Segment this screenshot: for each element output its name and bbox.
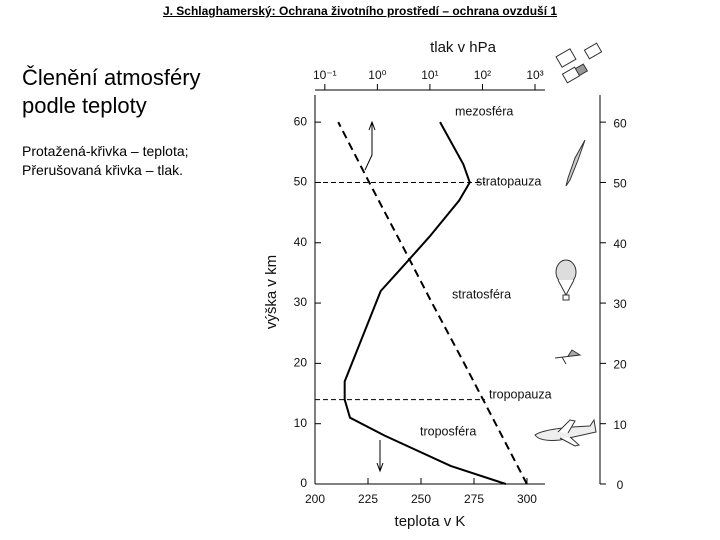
x2-tick-label: 10⁰ [368,68,386,82]
y2-tick-label: 50 [613,177,627,191]
x2-tick-label: 10³ [526,68,543,82]
satellite-icon [555,42,603,84]
y2-tick-label: 40 [613,237,627,251]
y2-tick-label: 0 [617,478,624,492]
x-tick-label: 225 [358,492,378,506]
y-tick-label: 60 [294,114,308,128]
y-label: výška v km [263,255,280,329]
arrows [364,120,384,473]
rocket-icon [565,139,586,187]
arrow [364,122,373,171]
arrow [368,120,376,131]
y2-tick-label: 20 [613,358,627,372]
y-tick-label: 20 [294,356,308,370]
annotation: stratopauza [476,174,541,188]
x-tick-label: 200 [305,492,325,506]
x-tick-label: 275 [464,492,484,506]
icons [534,42,603,447]
heading: Členění atmosféry podle teploty [22,65,201,118]
x-tick-label: 300 [517,492,537,506]
text-line: Protažená-křivka – teplota; [22,143,189,159]
x-label: teplota v K [395,513,466,530]
balloon-icon [555,259,577,301]
curve [337,121,528,485]
x2-tick-label: 10² [474,68,491,82]
x2-tick-label: 10⁻¹ [313,68,337,82]
y-tick-label: 0 [300,476,307,490]
y-tick-label: 50 [294,175,308,189]
annotation: stratosféra [452,287,511,301]
body-text: Protažená-křivka – teplota; Přerušovaná … [22,142,252,180]
arrow [376,462,384,473]
x2-label: tlak v hPa [430,39,497,56]
y-tick-label: 40 [294,235,308,249]
header: J. Schlaghamerský: Ochrana životního pro… [162,4,558,18]
y-tick-label: 10 [294,416,308,430]
airplane-icon [534,418,597,447]
y-tick-label: 30 [294,295,308,309]
x-tick-label: 250 [411,492,431,506]
annotation: mezosféra [455,104,513,118]
jet-icon [554,349,582,365]
annotation: tropopauza [489,387,552,401]
y2-tick-label: 10 [613,418,627,432]
y2-tick-label: 30 [613,297,627,311]
y2-tick-label: 60 [613,116,627,130]
x2-tick-label: 10¹ [421,68,438,82]
annotation: troposféra [420,424,476,438]
curve [343,121,507,485]
text-line: Přerušovaná křivka – tlak. [22,162,184,178]
